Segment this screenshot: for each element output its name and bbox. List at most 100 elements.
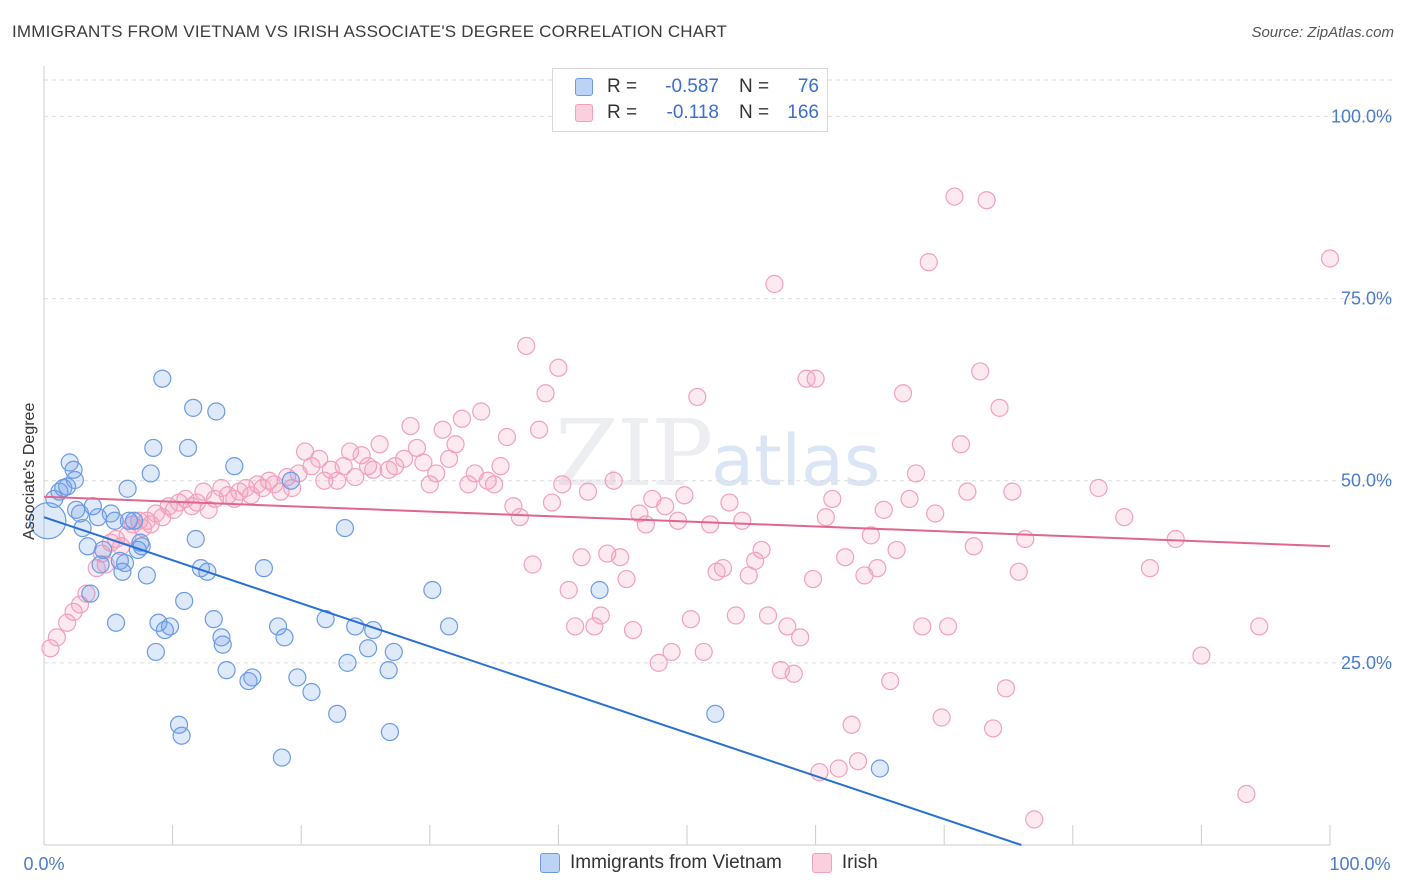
irish-point [1115, 508, 1134, 527]
irish-point [530, 420, 549, 439]
vietnam-point [153, 369, 172, 388]
irish-point [1166, 529, 1185, 549]
irish-point [990, 398, 1009, 417]
vietnam-point [186, 529, 205, 549]
x-tick-label: 0.0% [23, 854, 64, 874]
vietnam-point [137, 566, 156, 585]
irish-point [497, 427, 517, 447]
vietnam-point [706, 704, 725, 723]
legend-swatch-vietnam [575, 78, 593, 96]
irish-point [510, 508, 529, 527]
irish-point [617, 569, 636, 589]
irish-point [746, 551, 765, 570]
vietnam-point [288, 668, 307, 687]
vietnam-point [141, 464, 160, 483]
irish-point [842, 715, 861, 734]
legend-swatch-irish [575, 104, 593, 122]
vietnam-point [118, 479, 137, 498]
stats-legend: R = -0.587 N = 76 R = -0.118 N = 166 [552, 68, 828, 132]
vietnam-point [268, 617, 288, 636]
y-tick-label: 50.0% [1341, 471, 1392, 491]
irish-point [566, 617, 585, 636]
r-label: R = [607, 76, 638, 97]
vietnam-point [217, 661, 236, 680]
legend-label-vietnam: Immigrants from Vietnam [570, 852, 782, 873]
y-tick-label: 100.0% [1331, 106, 1392, 126]
irish-point [836, 548, 855, 567]
vietnam-point [281, 471, 301, 490]
irish-point [906, 464, 926, 483]
irish-point [1009, 562, 1028, 581]
irish-point [64, 602, 83, 621]
n-value: 166 [787, 102, 819, 123]
vietnam-point [115, 553, 135, 573]
irish-point [623, 620, 643, 640]
vietnam-point [160, 617, 180, 636]
tick-labels: 25.0% 50.0% 75.0% 100.0% 0.0% 100.0% [23, 106, 1392, 874]
irish-point [977, 191, 996, 210]
irish-point [364, 460, 383, 479]
watermark: ZIPatlas [555, 400, 880, 507]
irish-point [199, 500, 218, 519]
irish-point [1320, 249, 1340, 268]
irish-point [420, 475, 439, 494]
irish-point [983, 719, 1003, 738]
irish-point [861, 526, 880, 545]
vietnam-point [65, 470, 84, 490]
irish-point [253, 478, 272, 498]
irish-point [926, 504, 945, 523]
irish-point [971, 362, 990, 381]
irish-point [549, 358, 568, 377]
irish-point [1140, 559, 1160, 578]
vietnam-trend-line [43, 516, 1022, 846]
vietnam-point [379, 661, 398, 680]
irish-point [47, 628, 66, 647]
irish-point [964, 537, 983, 556]
irish-point [542, 493, 562, 512]
irish-point [352, 446, 371, 465]
irish-point [427, 464, 446, 483]
vietnam-point [146, 642, 165, 662]
vietnam-point [870, 759, 890, 778]
vietnam-point [590, 580, 609, 600]
irish-point [701, 515, 720, 534]
irish-point [604, 471, 623, 490]
vietnam-point [91, 555, 110, 574]
legend-item-irish: Irish [811, 852, 878, 874]
irish-point [1016, 529, 1035, 549]
irish-point [446, 435, 465, 454]
vietnam-point [78, 537, 97, 556]
vietnam-point [149, 613, 168, 632]
legend-row-irish: R = -0.118 N = 166 [575, 100, 819, 126]
irish-point [611, 548, 630, 567]
y-tick-label: 75.0% [1341, 289, 1392, 309]
irish-point [370, 435, 389, 454]
n-label: N = [739, 102, 770, 123]
irish-point [472, 402, 491, 421]
vietnam-point [119, 511, 138, 530]
irish-point [315, 471, 334, 490]
axes [43, 66, 1331, 846]
irish-point [951, 435, 971, 454]
irish-point [996, 679, 1016, 698]
irish-point [485, 475, 504, 494]
n-label: N = [739, 76, 770, 97]
irish-point [212, 478, 231, 498]
n-value: 76 [797, 76, 819, 97]
irish-point [394, 449, 414, 468]
irish-point [459, 475, 478, 494]
vietnam-point [275, 628, 294, 647]
irish-point [96, 555, 115, 574]
vietnam-point [105, 511, 124, 530]
irish-point [881, 671, 900, 691]
vietnam-point [384, 642, 403, 662]
irish-point [919, 253, 938, 272]
x-tick-label: 100.0% [1329, 854, 1390, 874]
r-label: R = [607, 102, 638, 123]
vietnam-point [225, 457, 244, 476]
irish-point [1237, 784, 1256, 804]
irish-point [1089, 478, 1108, 498]
irish-point [41, 639, 60, 658]
irish-point [758, 606, 778, 625]
irish-point [58, 613, 77, 632]
